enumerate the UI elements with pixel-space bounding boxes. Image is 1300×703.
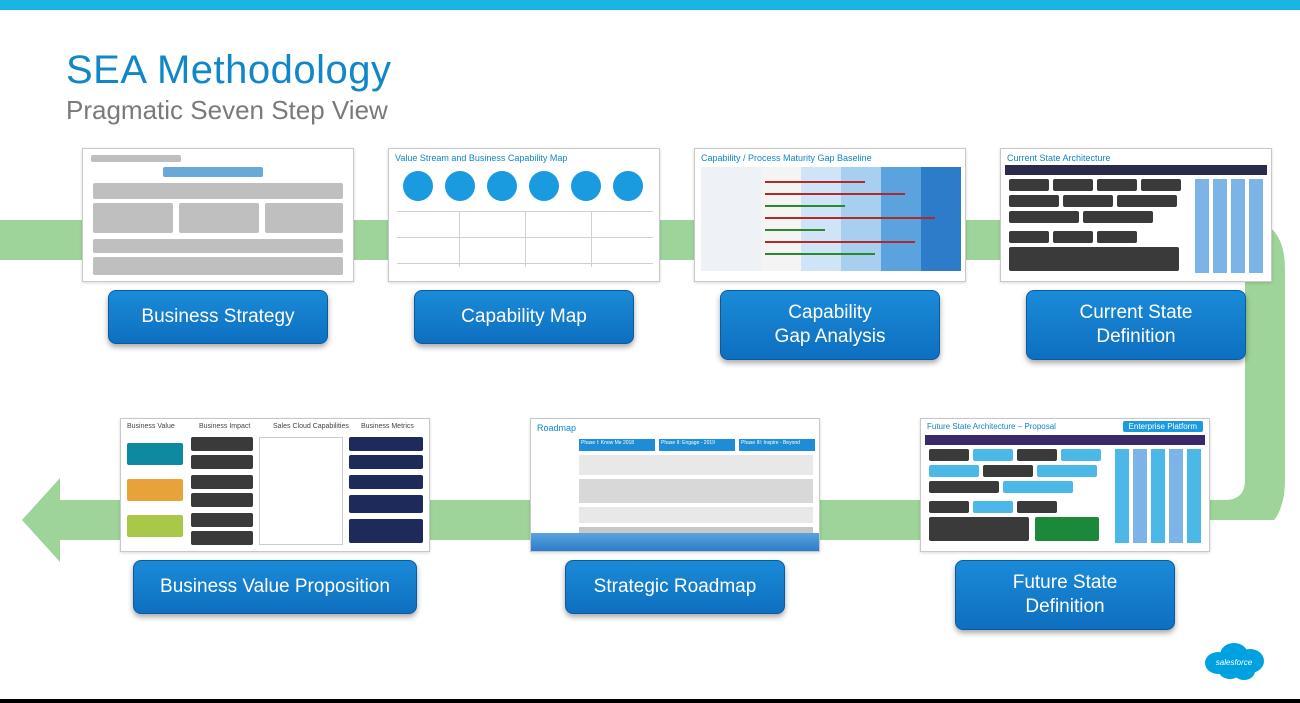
- step-business-value: Business Value Business Impact Sales Clo…: [120, 418, 430, 630]
- step-business-strategy: Business Strategy: [82, 148, 354, 360]
- thumb-title-roadmap: Roadmap: [531, 419, 819, 437]
- col-h-4: Business Metrics: [361, 423, 414, 430]
- step-current-state: Current State Architecture: [1000, 148, 1272, 360]
- step-capability-map: Value Stream and Business Capability Map…: [388, 148, 660, 360]
- thumb-current-state: Current State Architecture: [1000, 148, 1272, 282]
- step-capability-gap: Capability / Process Maturity Gap Baseli…: [694, 148, 966, 360]
- flow-row-top: Business Strategy Value Stream and Busin…: [82, 148, 1272, 360]
- slide-title: SEA Methodology: [66, 48, 392, 93]
- thumb-capability-gap: Capability / Process Maturity Gap Baseli…: [694, 148, 966, 282]
- col-h-2: Business Impact: [199, 423, 250, 430]
- thumb-title-future: Future State Architecture – Proposal: [927, 422, 1056, 431]
- svg-text:salesforce: salesforce: [1216, 658, 1253, 667]
- thumb-business-strategy: [82, 148, 354, 282]
- thumb-title-capability-map: Value Stream and Business Capability Map: [389, 149, 659, 167]
- thumb-capability-map: Value Stream and Business Capability Map: [388, 148, 660, 282]
- label-strategic-roadmap: Strategic Roadmap: [565, 560, 785, 614]
- thumb-badge-future: Enterprise Platform: [1123, 421, 1203, 432]
- col-h-1: Business Value: [127, 423, 175, 430]
- thumb-title-capability-gap: Capability / Process Maturity Gap Baseli…: [695, 149, 965, 167]
- label-capability-gap: Capability Gap Analysis: [720, 290, 940, 360]
- col-h-3: Sales Cloud Capabilities: [273, 423, 349, 430]
- thumb-strategic-roadmap: Roadmap Phase I: Know Me 2018 Phase II: …: [530, 418, 820, 552]
- step-strategic-roadmap: Roadmap Phase I: Know Me 2018 Phase II: …: [530, 418, 820, 630]
- phase-3: Phase III: Inspire - Beyond: [739, 439, 815, 451]
- label-business-strategy: Business Strategy: [108, 290, 328, 344]
- label-capability-map: Capability Map: [414, 290, 634, 344]
- label-business-value: Business Value Proposition: [133, 560, 417, 614]
- thumb-business-value: Business Value Business Impact Sales Clo…: [120, 418, 430, 552]
- phase-1: Phase I: Know Me 2018: [579, 439, 655, 451]
- top-accent-bar: [0, 0, 1300, 10]
- bottom-border: [0, 699, 1300, 703]
- thumb-future-state: Future State Architecture – Proposal Ent…: [920, 418, 1210, 552]
- slide-header: SEA Methodology Pragmatic Seven Step Vie…: [66, 48, 392, 126]
- slide-subtitle: Pragmatic Seven Step View: [66, 95, 392, 126]
- salesforce-logo-icon: salesforce: [1200, 635, 1268, 683]
- label-current-state: Current State Definition: [1026, 290, 1246, 360]
- flow-row-bottom: Business Value Business Impact Sales Clo…: [120, 418, 1210, 630]
- step-future-state: Future State Architecture – Proposal Ent…: [920, 418, 1210, 630]
- label-future-state: Future State Definition: [955, 560, 1175, 630]
- phase-2: Phase II: Engage - 2019: [659, 439, 735, 451]
